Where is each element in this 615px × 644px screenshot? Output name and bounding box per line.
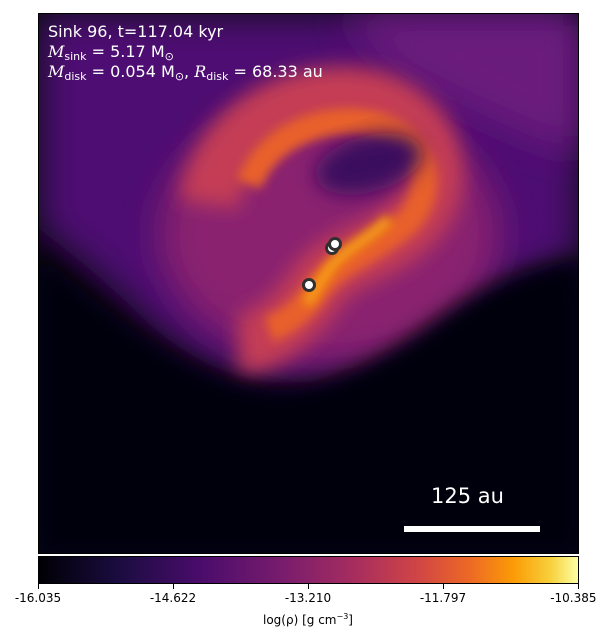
colorbar-tick (578, 584, 579, 589)
colorbar-tick-label: -10.385 (550, 591, 597, 605)
colorbar-tick (38, 584, 39, 589)
colorbar-tick (308, 584, 309, 589)
inner-cavity (315, 133, 423, 195)
sink-particle (302, 278, 316, 292)
sink-title: Sink 96, t=117.04 kyr (48, 22, 224, 41)
colorbar (38, 556, 579, 584)
colorbar-tick (173, 584, 174, 589)
density-map (39, 14, 578, 553)
colorbar-tick-label: -16.035 (14, 591, 62, 605)
lower-dark-region (39, 254, 578, 553)
sink-particle (328, 237, 342, 251)
spiral-arm-core (302, 215, 393, 307)
disk-properties: Mdisk = 0.054 M⊙, Rdisk = 68.33 au (48, 62, 323, 83)
colorbar-tick (443, 584, 444, 589)
colorbar-tick-label: -13.210 (284, 591, 332, 605)
colorbar-label: log(ρ) [g cm−3] (263, 612, 353, 627)
upper-right-gas (339, 14, 578, 154)
sink-mass: Msink = 5.17 M⊙ (48, 42, 174, 63)
colorbar-tick-label: -11.797 (419, 591, 467, 605)
scale-bar-label: 125 au (431, 484, 504, 508)
scale-bar (404, 526, 540, 532)
density-map-panel: Sink 96, t=117.04 kyr Msink = 5.17 M⊙ Md… (38, 13, 579, 554)
colorbar-tick-label: -14.622 (149, 591, 197, 605)
